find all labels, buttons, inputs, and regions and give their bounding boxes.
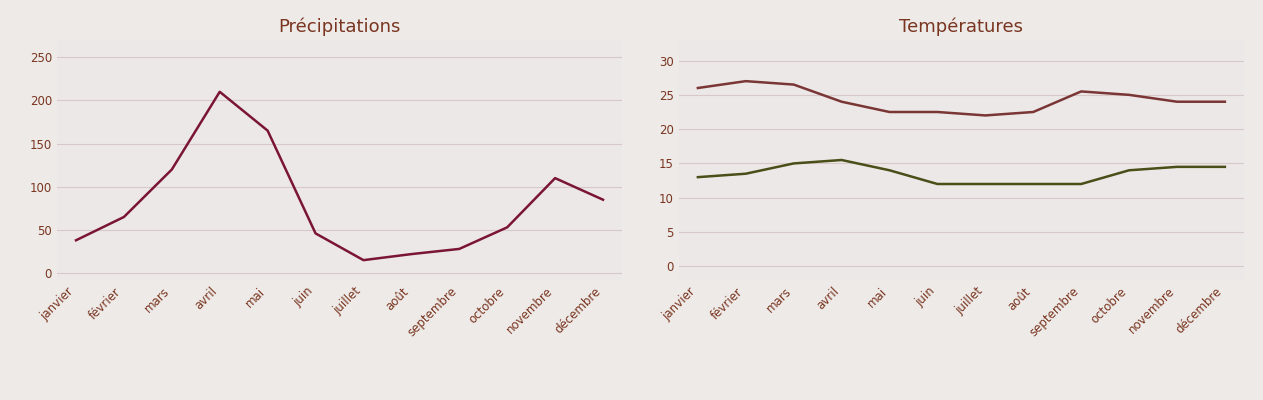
Moyenne Min [978, 182, 993, 186]
Moyenne Min [738, 171, 753, 176]
Moyenne Min [691, 175, 706, 180]
Moyenne Min [1026, 182, 1041, 186]
Moyenne Max [1074, 89, 1089, 94]
Moyenne Max [1218, 99, 1233, 104]
Moyenne Min [930, 182, 945, 186]
Moyenne Min [834, 158, 849, 162]
Moyenne Min [882, 168, 897, 173]
Moyenne Max [786, 82, 801, 87]
Moyenne Min [1074, 182, 1089, 186]
Moyenne Max [738, 79, 753, 84]
Moyenne Max [691, 86, 706, 90]
Moyenne Max [834, 99, 849, 104]
Moyenne Max [882, 110, 897, 114]
Line: Moyenne Min: Moyenne Min [698, 160, 1225, 184]
Title: Précipitations: Précipitations [278, 17, 400, 36]
Moyenne Max [978, 113, 993, 118]
Moyenne Min [1122, 168, 1137, 173]
Title: Températures: Températures [899, 17, 1023, 36]
Moyenne Min [786, 161, 801, 166]
Moyenne Min [1170, 164, 1185, 169]
Moyenne Max [1122, 92, 1137, 97]
Moyenne Max [1170, 99, 1185, 104]
Moyenne Max [930, 110, 945, 114]
Moyenne Min [1218, 164, 1233, 169]
Moyenne Max [1026, 110, 1041, 114]
Line: Moyenne Max: Moyenne Max [698, 81, 1225, 116]
